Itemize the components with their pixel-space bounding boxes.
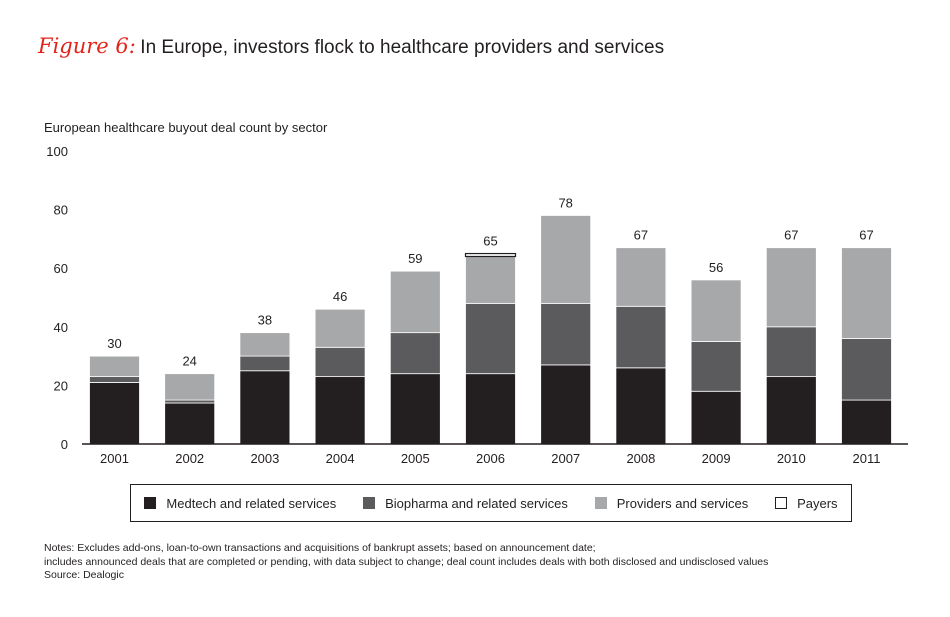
bar-total-label: 56 bbox=[709, 260, 723, 275]
figure-title-block: Figure 6: In Europe, investors flock to … bbox=[38, 34, 664, 59]
x-tick-label: 2009 bbox=[702, 451, 731, 466]
bar-segment-providers bbox=[89, 355, 140, 378]
bar-segment-medtech bbox=[540, 364, 592, 445]
bar-total-label: 78 bbox=[558, 195, 572, 210]
legend-label: Biopharma and related services bbox=[385, 495, 568, 511]
chart-notes: Notes: Excludes add-ons, loan-to-own tra… bbox=[44, 542, 768, 583]
bar-segment-biopharma bbox=[540, 302, 592, 366]
bar-segment-biopharma bbox=[239, 355, 291, 372]
bar-segment-providers bbox=[841, 247, 892, 339]
bar-segment-medtech bbox=[615, 367, 667, 445]
bar-segment-providers bbox=[690, 279, 742, 342]
bar-segment-medtech bbox=[164, 402, 216, 445]
x-tick-label: 2002 bbox=[175, 451, 204, 466]
legend-swatch bbox=[363, 497, 376, 509]
bar-total-label: 46 bbox=[333, 289, 347, 304]
y-tick-label: 100 bbox=[46, 144, 68, 159]
chart-legend: Medtech and related services Biopharma an… bbox=[130, 484, 852, 522]
x-tick-label: 2010 bbox=[777, 451, 806, 466]
legend-swatch bbox=[594, 497, 607, 509]
bar-segment-providers bbox=[615, 247, 667, 307]
bar-total-label: 67 bbox=[784, 228, 798, 243]
bar-segment-providers bbox=[164, 373, 216, 401]
bar-segment-payers bbox=[464, 252, 517, 258]
bar-segment-medtech bbox=[765, 376, 817, 445]
bar-segment-biopharma bbox=[465, 302, 516, 375]
bar-segment-biopharma bbox=[164, 399, 216, 404]
bar-segment-medtech bbox=[89, 382, 140, 445]
x-tick-label: 2011 bbox=[853, 451, 881, 466]
y-tick-label: 20 bbox=[54, 378, 68, 393]
legend-item: Medtech and related services bbox=[144, 496, 336, 511]
bar-segment-providers bbox=[314, 308, 366, 348]
bar-total-label: 30 bbox=[107, 336, 121, 351]
x-tick-label: 2001 bbox=[100, 451, 129, 466]
bar-segment-providers bbox=[389, 270, 441, 334]
bar-total-label: 67 bbox=[634, 228, 648, 243]
bar-segment-medtech bbox=[465, 373, 516, 445]
bar-total-label: 59 bbox=[408, 251, 422, 266]
stacked-bar-chart: 0 20 40 60 80 100 30 2001 24 2002 38 2003 46 2004 59 20… bbox=[46, 144, 908, 466]
legend-swatch bbox=[775, 497, 788, 509]
bar-segment-medtech bbox=[389, 373, 441, 445]
x-tick-label: 2008 bbox=[626, 451, 655, 466]
x-tick-label: 2004 bbox=[326, 451, 355, 466]
bar-total-label: 24 bbox=[182, 354, 196, 369]
notes-line-1: Notes: Excludes add-ons, loan-to-own tra… bbox=[44, 542, 596, 554]
legend-swatch bbox=[144, 497, 157, 509]
bar-segment-medtech bbox=[841, 399, 892, 445]
bar-segment-biopharma bbox=[314, 346, 366, 378]
bar-segment-medtech bbox=[690, 390, 742, 445]
legend-label: Medtech and related services bbox=[166, 495, 337, 511]
legend-item: Payers bbox=[775, 495, 838, 511]
chart-subtitle: European healthcare buyout deal count by… bbox=[44, 120, 328, 135]
y-tick-label: 40 bbox=[54, 320, 68, 335]
bar-segment-medtech bbox=[239, 370, 291, 445]
bar-segment-providers bbox=[465, 256, 516, 304]
legend-item: Biopharma and related services bbox=[363, 496, 568, 511]
bar-total-label: 38 bbox=[258, 313, 272, 328]
bar-total-label: 65 bbox=[483, 234, 497, 249]
legend-label: Providers and services bbox=[616, 495, 749, 511]
bar-segment-biopharma bbox=[765, 326, 817, 378]
bar-segment-biopharma bbox=[841, 338, 892, 401]
bar-segment-biopharma bbox=[389, 332, 441, 375]
bar-segment-providers bbox=[765, 247, 817, 328]
figure-title: In Europe, investors flock to healthcare… bbox=[140, 37, 665, 58]
y-tick-label: 60 bbox=[54, 261, 68, 276]
x-tick-label: 2007 bbox=[551, 451, 580, 466]
bar-segment-medtech bbox=[314, 376, 366, 445]
figure-label: Figure 6: bbox=[38, 34, 136, 58]
x-tick-label: 2003 bbox=[250, 451, 279, 466]
bar-segment-providers bbox=[239, 332, 291, 357]
bar-segment-biopharma bbox=[89, 376, 140, 383]
legend-label: Payers bbox=[797, 495, 838, 511]
bar-segment-biopharma bbox=[690, 341, 742, 392]
bar-segment-providers bbox=[540, 215, 592, 304]
notes-source: Source: Dealogic bbox=[44, 569, 124, 581]
x-tick-label: 2005 bbox=[401, 451, 430, 466]
bar-segment-biopharma bbox=[615, 305, 667, 369]
y-tick-label: 0 bbox=[61, 437, 68, 452]
bar-total-label: 67 bbox=[859, 228, 873, 243]
notes-line-2: includes announced deals that are comple… bbox=[44, 555, 769, 568]
x-tick-label: 2006 bbox=[476, 451, 505, 466]
legend-item: Providers and services bbox=[594, 495, 749, 511]
y-tick-label: 80 bbox=[54, 203, 68, 218]
